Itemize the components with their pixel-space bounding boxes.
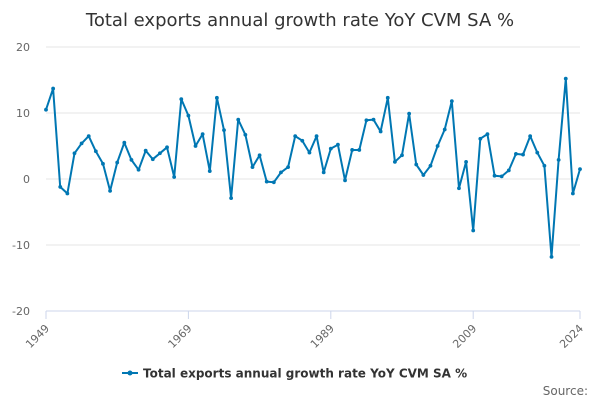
data-point[interactable]	[293, 134, 298, 139]
data-point[interactable]	[514, 152, 518, 156]
data-point[interactable]	[300, 138, 305, 143]
data-point[interactable]	[108, 188, 112, 193]
data-point[interactable]	[186, 113, 191, 118]
data-point[interactable]	[86, 134, 91, 139]
grid-lines	[46, 46, 580, 312]
x-tick-label: 1989	[308, 322, 337, 351]
data-point[interactable]	[442, 127, 447, 132]
data-point[interactable]	[250, 165, 255, 170]
data-point[interactable]	[214, 95, 219, 100]
data-point[interactable]	[478, 136, 483, 141]
data-point[interactable]	[172, 175, 177, 179]
data-point[interactable]	[414, 162, 419, 167]
data-point[interactable]	[392, 159, 397, 164]
data-point[interactable]	[570, 191, 575, 196]
data-point[interactable]	[556, 157, 561, 162]
source-credit[interactable]: Source:	[543, 384, 588, 398]
data-point[interactable]	[222, 128, 226, 133]
data-point[interactable]	[357, 148, 362, 152]
y-tick-label: 0	[23, 173, 30, 186]
data-point[interactable]	[371, 117, 376, 122]
data-point[interactable]	[578, 167, 582, 172]
data-point[interactable]	[464, 159, 468, 164]
data-point[interactable]	[521, 152, 525, 157]
data-point[interactable]	[58, 185, 63, 189]
data-point[interactable]	[236, 117, 241, 122]
data-point[interactable]	[364, 118, 369, 123]
x-tick-label: 1949	[23, 322, 52, 351]
data-point[interactable]	[286, 165, 290, 170]
data-point[interactable]	[279, 170, 283, 175]
y-tick-label: 20	[16, 41, 30, 54]
data-point[interactable]	[385, 95, 390, 100]
data-point[interactable]	[528, 134, 533, 139]
data-point[interactable]	[449, 99, 454, 104]
data-point[interactable]	[207, 169, 212, 173]
data-point[interactable]	[378, 129, 383, 134]
data-point[interactable]	[44, 107, 48, 112]
data-point[interactable]	[400, 153, 404, 158]
data-point[interactable]	[243, 132, 248, 137]
data-point[interactable]	[343, 178, 347, 183]
data-point[interactable]	[407, 111, 412, 116]
data-point[interactable]	[421, 173, 426, 177]
data-point[interactable]	[271, 180, 276, 185]
y-tick-label: -10	[12, 239, 30, 252]
data-point[interactable]	[136, 167, 141, 172]
data-point[interactable]	[307, 150, 312, 155]
data-point[interactable]	[79, 141, 84, 146]
data-point[interactable]	[542, 163, 547, 168]
series-group	[44, 76, 582, 259]
data-point[interactable]	[549, 254, 554, 259]
data-point[interactable]	[471, 228, 476, 233]
data-point[interactable]	[158, 151, 162, 156]
data-point[interactable]	[457, 186, 461, 191]
data-point[interactable]	[122, 140, 127, 145]
x-tick-label: 2024	[557, 322, 586, 351]
data-point[interactable]	[193, 144, 198, 148]
data-point[interactable]	[129, 157, 134, 162]
data-point[interactable]	[499, 174, 504, 179]
data-point[interactable]	[485, 132, 490, 137]
data-point[interactable]	[435, 144, 440, 148]
x-tick-label: 1969	[166, 322, 195, 351]
x-tick-label: 2009	[450, 322, 479, 351]
data-point[interactable]	[165, 145, 169, 150]
data-point[interactable]	[428, 163, 433, 168]
data-point[interactable]	[257, 153, 262, 158]
data-point[interactable]	[264, 179, 269, 184]
data-point[interactable]	[350, 148, 355, 152]
data-point[interactable]	[101, 161, 105, 166]
data-point[interactable]	[229, 196, 234, 201]
data-point[interactable]	[314, 134, 319, 139]
x-axis: 1949 1969 1989 2009 2024	[23, 310, 586, 351]
data-point[interactable]	[535, 150, 540, 155]
data-point[interactable]	[328, 146, 333, 151]
y-tick-label: 10	[16, 107, 30, 120]
y-axis-ticks: 20 10 0 -10 -20	[12, 41, 30, 318]
data-point[interactable]	[563, 76, 568, 81]
data-point[interactable]	[93, 149, 98, 154]
series-line[interactable]	[45, 77, 581, 258]
data-point[interactable]	[506, 168, 511, 173]
y-tick-label: -20	[12, 305, 30, 318]
data-point[interactable]	[51, 86, 56, 91]
legend-item-label[interactable]: Total exports annual growth rate YoY CVM…	[143, 367, 467, 381]
data-point[interactable]	[321, 170, 326, 175]
data-point[interactable]	[150, 157, 155, 162]
data-point[interactable]	[200, 132, 205, 137]
data-point[interactable]	[143, 148, 148, 153]
data-point[interactable]	[115, 160, 120, 165]
data-point[interactable]	[179, 97, 184, 102]
legend[interactable]: Total exports annual growth rate YoY CVM…	[122, 367, 467, 381]
data-point[interactable]	[72, 151, 77, 156]
chart-title: Total exports annual growth rate YoY CVM…	[85, 10, 514, 31]
data-point[interactable]	[336, 142, 340, 147]
data-point[interactable]	[492, 173, 497, 178]
legend-marker-symbol	[127, 370, 133, 376]
data-point[interactable]	[65, 191, 70, 196]
